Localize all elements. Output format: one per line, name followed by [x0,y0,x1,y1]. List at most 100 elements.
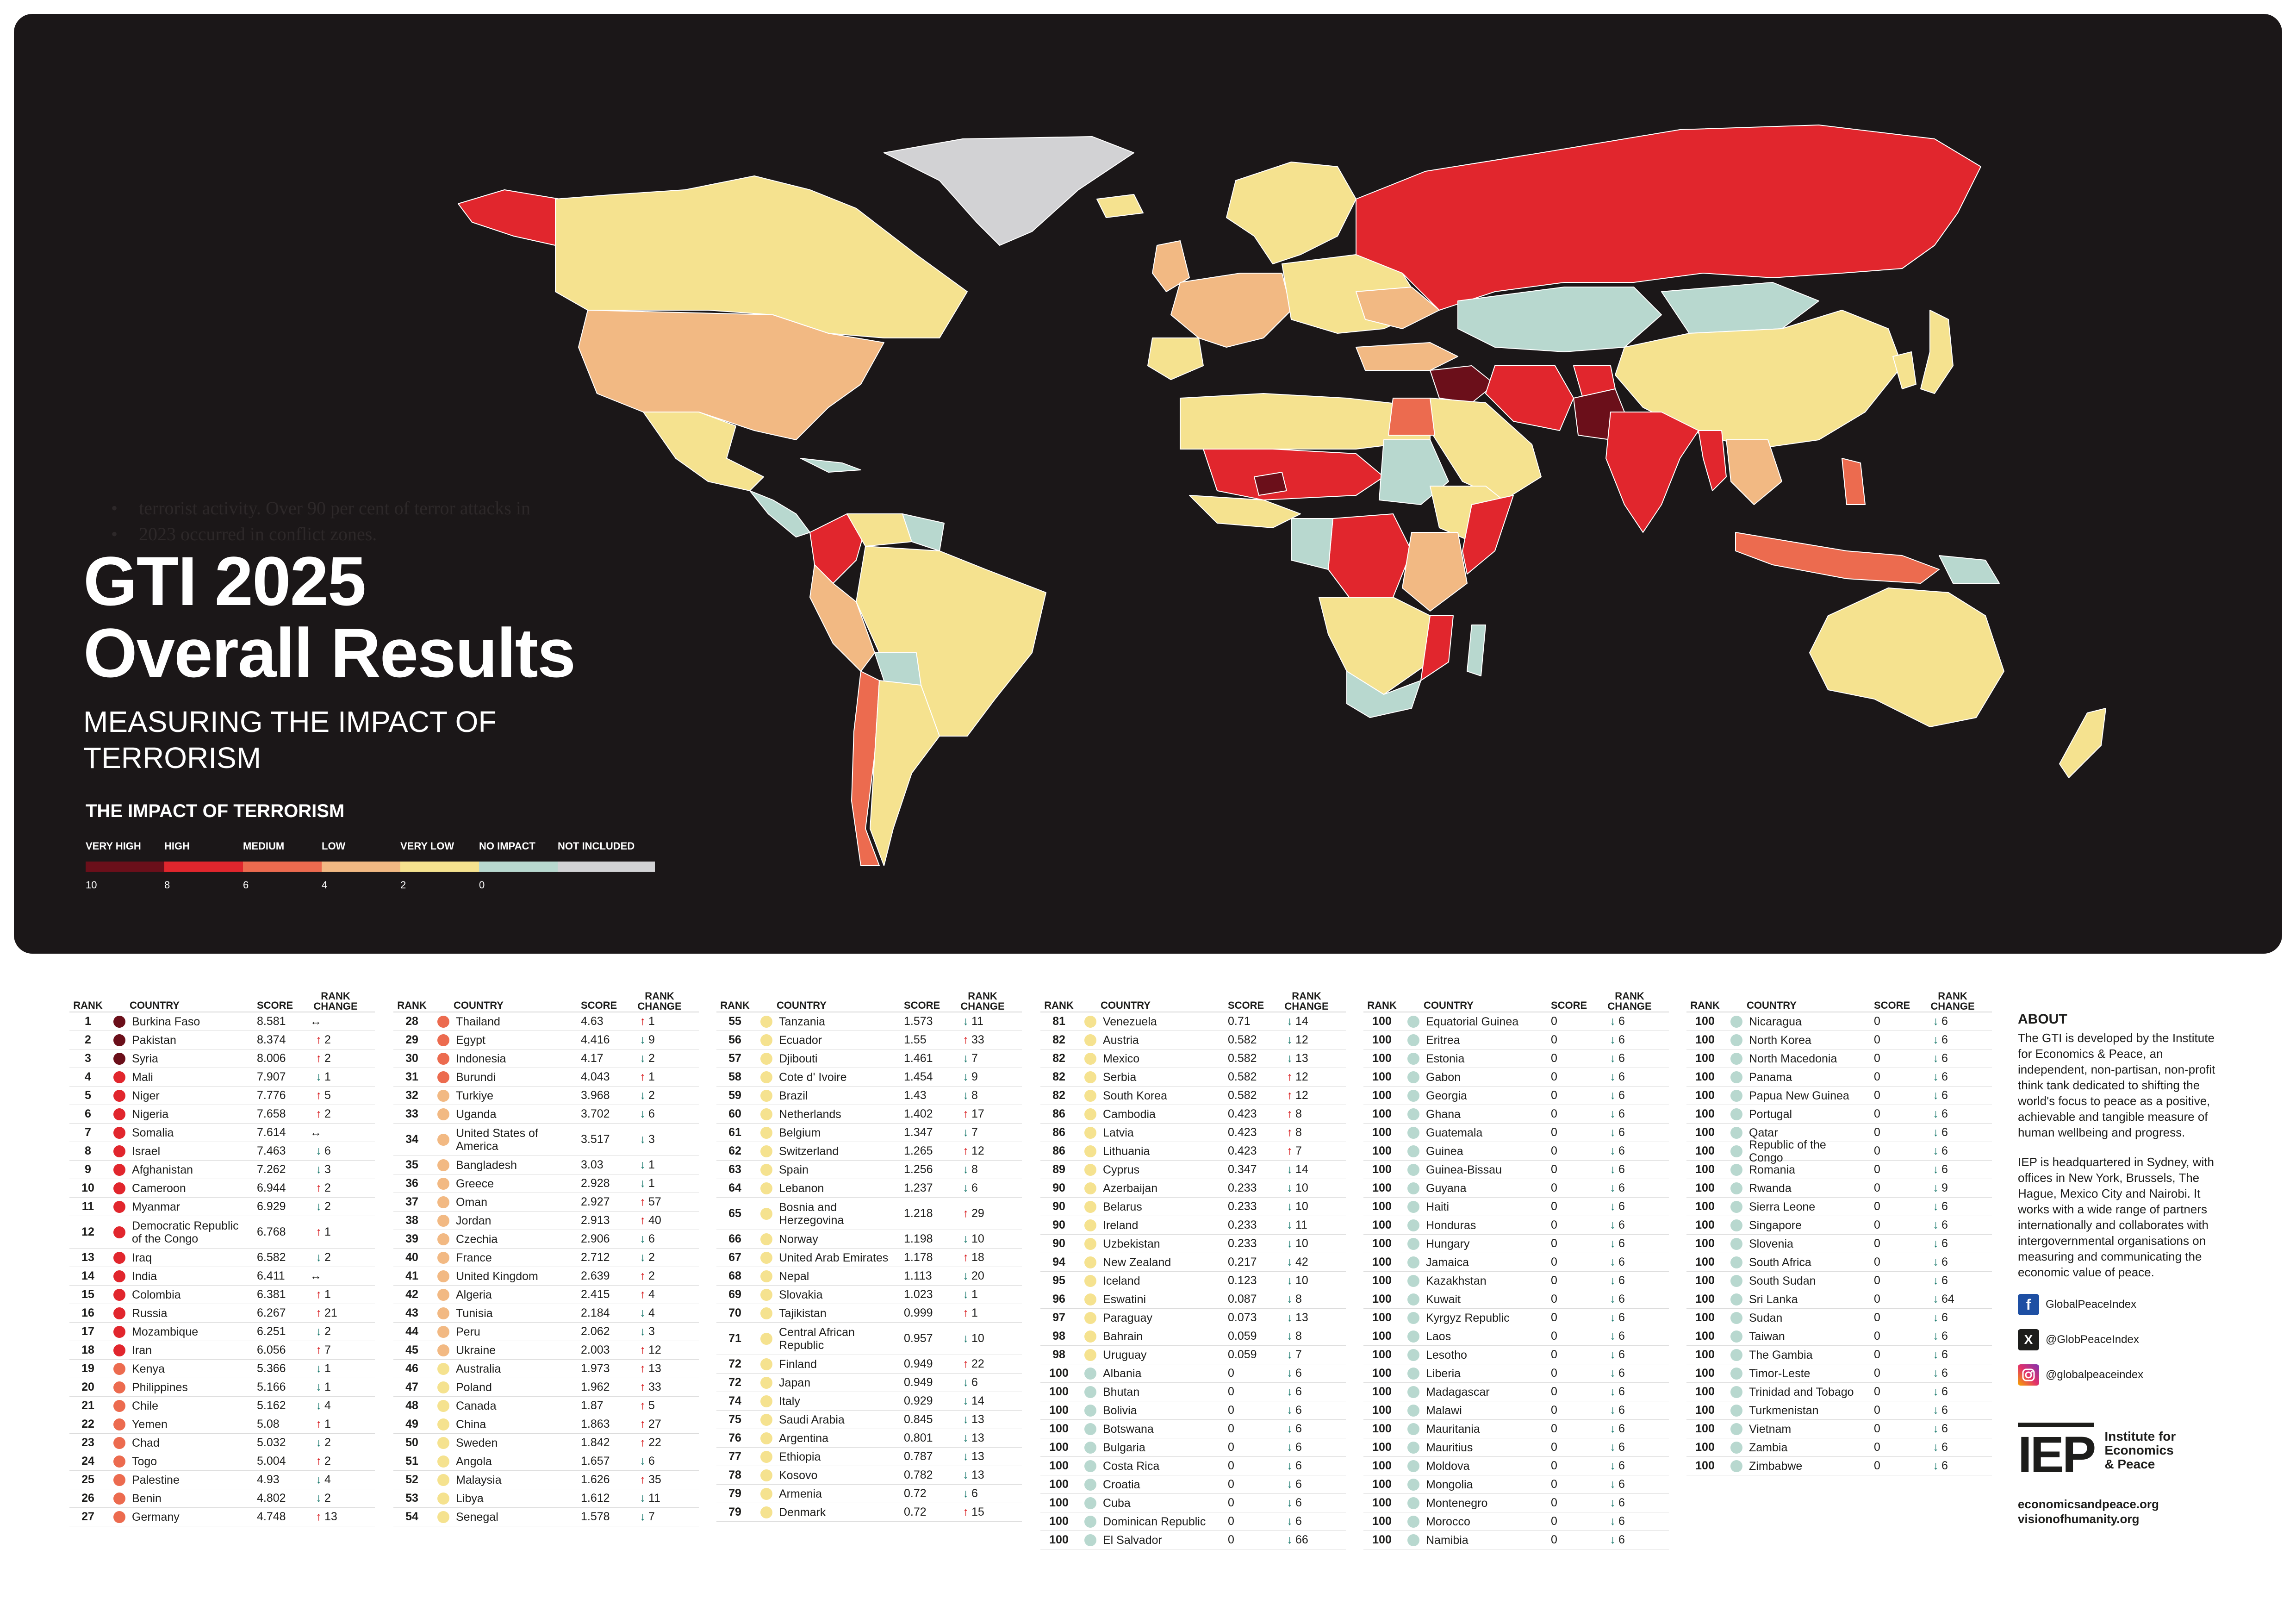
impact-level-dot [1407,1200,1419,1213]
impact-level-dot [1407,1293,1419,1305]
row-rank-change: 10 [1295,1274,1308,1287]
impact-level-dot [1730,1219,1742,1231]
row-rank: 77 [728,1450,741,1463]
ranking-row: 100 Kuwait 0 ↓ 6 [1363,1290,1669,1309]
about-panel: ABOUT The GTI is developed by the Instit… [2018,1012,2221,1526]
row-rank: 1 [85,1015,91,1028]
row-rank-change: 6 [1618,1181,1625,1194]
row-score: 0 [1551,1274,1557,1287]
page-subtitle: MEASURING THE IMPACT OF TERRORISM [83,705,497,775]
impact-level-dot [437,1108,449,1120]
impact-level-dot [1084,1145,1096,1157]
rank-change-up-icon: ↑ [316,1107,322,1120]
website-link-visionofhumanity[interactable]: visionofhumanity.org [2018,1512,2140,1526]
ranking-column-header: RANK COUNTRY SCORE RANK CHANGE [69,984,375,1012]
row-score: 3.517 [581,1133,610,1146]
row-score: 0 [1551,1163,1557,1176]
rank-change-down-icon: ↓ [1933,1200,1939,1213]
rank-change-down-icon: ↓ [1610,1237,1616,1250]
row-country: Netherlands [779,1107,841,1121]
rank-change-up-icon: ↑ [316,1455,322,1468]
ranking-row: 86 Lithuania 0.423 ↑ 7 [1040,1142,1346,1161]
row-score: 0 [1551,1441,1557,1454]
row-rank: 100 [1372,1237,1392,1250]
rank-change-down-icon: ↓ [1610,1052,1616,1065]
row-rank: 100 [1372,1126,1392,1139]
row-country: El Salvador [1103,1533,1162,1547]
row-score: 0 [1874,1367,1880,1380]
row-country: Chad [132,1436,160,1449]
row-score: 0 [1551,1515,1557,1528]
row-score: 1.87 [581,1399,604,1412]
row-rank-change: 7 [971,1126,978,1139]
row-rank-change: 35 [648,1473,661,1486]
rank-change-down-icon: ↓ [1933,1422,1939,1435]
rank-change-down-icon: ↓ [1287,1015,1293,1028]
row-rank: 97 [1052,1311,1065,1324]
ranking-row: 100 Moldova 0 ↓ 6 [1363,1457,1669,1475]
region-central-america [749,490,810,537]
ranking-row: 100 Gabon 0 ↓ 6 [1363,1068,1669,1087]
row-country: Senegal [456,1510,498,1524]
rank-change-down-icon: ↓ [1287,1385,1293,1398]
rank-change-down-icon: ↓ [1610,1404,1616,1417]
rank-change-down-icon: ↓ [1610,1033,1616,1046]
row-rank-change: 6 [1618,1496,1625,1509]
header-score: SCORE [1874,999,1910,1011]
rank-change-down-icon: ↓ [640,1107,646,1120]
header-rank-change: RANK CHANGE [1925,991,1980,1012]
row-rank-change: 2 [324,1033,331,1046]
row-rank: 100 [1695,1255,1715,1268]
instagram-handle: @globalpeaceindex [2046,1368,2144,1381]
row-rank-change: 42 [1295,1255,1308,1268]
row-score: 8.006 [257,1052,286,1065]
row-country: Guinea [1426,1144,1463,1158]
rank-change-up-icon: ↑ [640,1436,646,1449]
ranking-row: 100 Slovenia 0 ↓ 6 [1686,1235,1992,1253]
row-rank: 90 [1052,1200,1065,1213]
row-score: 0.059 [1228,1348,1257,1361]
row-country: Guatemala [1426,1126,1483,1139]
row-score: 5.166 [257,1380,286,1393]
rank-change-up-icon: ↑ [963,1505,969,1518]
row-rank: 74 [728,1394,741,1407]
row-country: Cameroon [132,1181,186,1195]
impact-level-dot [1730,1349,1742,1361]
x-link[interactable]: X @GlobPeaceIndex [2018,1329,2221,1350]
row-score: 0 [1551,1237,1557,1250]
ranking-row: 100 Bulgaria 0 ↓ 6 [1040,1438,1346,1457]
row-country: Algeria [456,1288,492,1301]
impact-level-dot [1084,1349,1096,1361]
row-country: Haiti [1426,1200,1450,1213]
rank-change-up-icon: ↑ [1287,1126,1293,1139]
row-rank: 100 [1049,1515,1069,1528]
rank-change-down-icon: ↓ [640,1089,646,1102]
rank-change-down-icon: ↓ [1610,1311,1616,1324]
region-alaska [458,189,560,246]
ranking-row: 3 Syria 8.006 ↑ 2 [69,1049,375,1068]
row-rank: 100 [1372,1144,1392,1157]
row-score: 6.582 [257,1251,286,1264]
facebook-link[interactable]: f GlobalPeaceIndex [2018,1294,2221,1315]
row-rank: 82 [1052,1052,1065,1065]
header-rank: RANK [1044,999,1074,1011]
rank-change-up-icon: ↑ [640,1195,646,1208]
row-score: 6.251 [257,1325,286,1338]
header-rank-change-line-2: CHANGE [637,1000,682,1012]
impact-level-dot [1084,1052,1096,1065]
impact-level-dot [1407,1126,1419,1139]
row-rank: 100 [1372,1274,1392,1287]
website-link-economicsandpeace[interactable]: economicsandpeace.org [2018,1497,2159,1511]
instagram-link[interactable]: @globalpeaceindex [2018,1364,2221,1386]
row-rank-change: 2 [324,1492,331,1505]
row-country: Djibouti [779,1052,818,1065]
rank-change-down-icon: ↓ [640,1455,646,1468]
row-country: Togo [132,1455,157,1468]
row-rank-change: 6 [1295,1385,1302,1398]
instagram-icon [2018,1364,2039,1386]
impact-level-dot [1407,1330,1419,1343]
row-score: 7.463 [257,1144,286,1157]
rank-change-down-icon: ↓ [316,1380,322,1393]
row-rank: 72 [728,1376,741,1389]
rank-change-down-icon: ↓ [1933,1385,1939,1398]
